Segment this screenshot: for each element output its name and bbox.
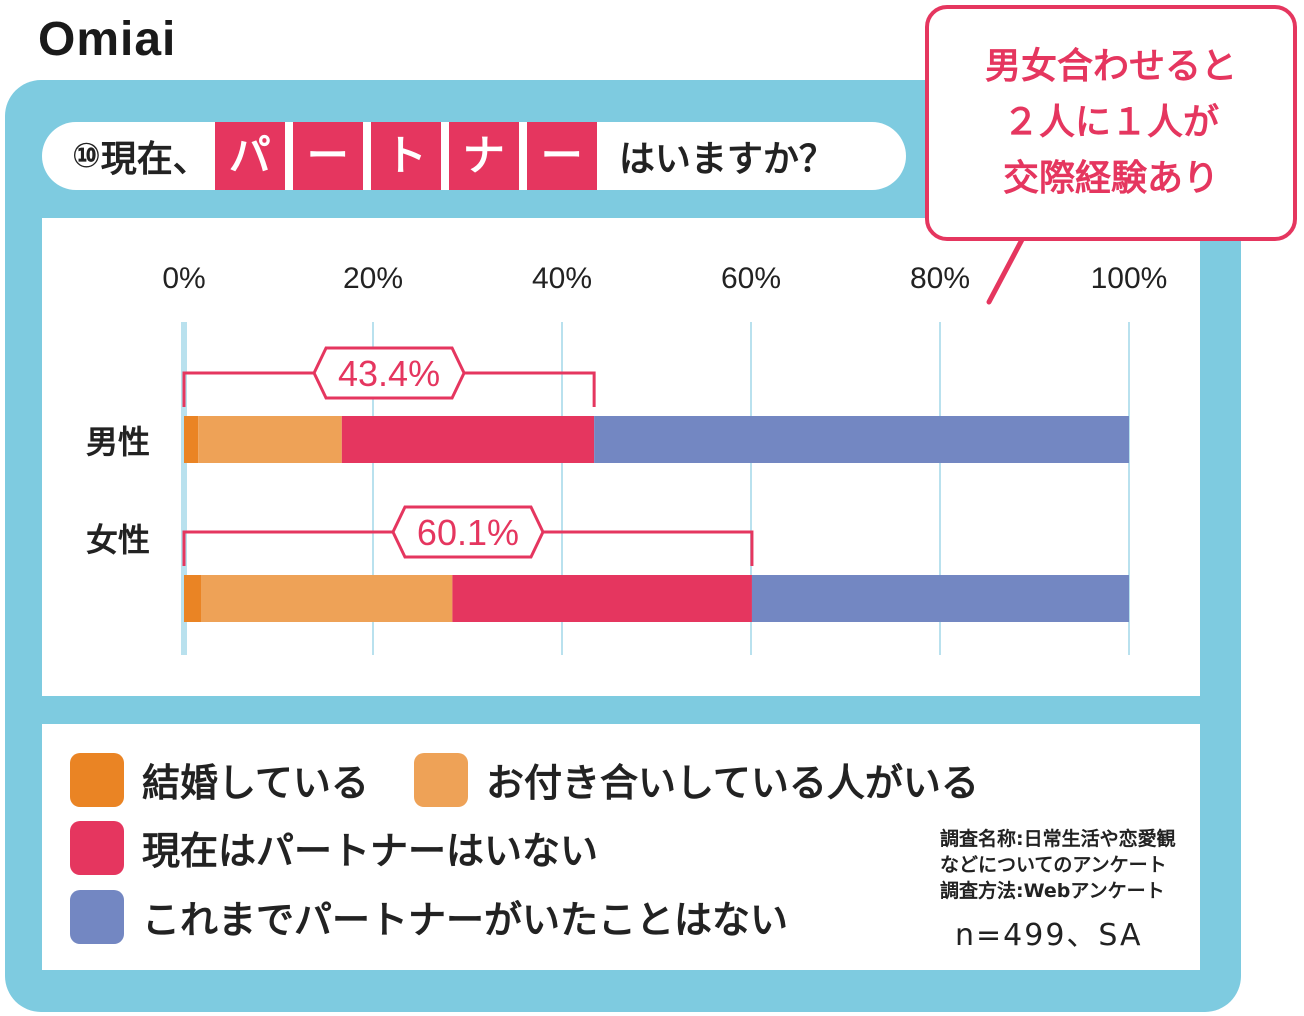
legend-label: 現在はパートナーはいない bbox=[142, 829, 599, 873]
annotation-badge bbox=[312, 346, 466, 400]
bar-segment bbox=[341, 416, 595, 463]
title-highlight-char: パ bbox=[214, 122, 285, 190]
legend-label: 結婚している bbox=[142, 761, 369, 805]
annotation-label: 43.4% bbox=[338, 353, 440, 394]
x-tick-label: 100% bbox=[1091, 262, 1168, 295]
legend-item: 結婚している bbox=[70, 752, 369, 807]
legend: 結婚している お付き合いしている人がいる 現在はパートナーはいない これまでパー… bbox=[42, 724, 1200, 970]
legend-label: これまでパートナーがいたことはない bbox=[142, 898, 789, 942]
bar-segment bbox=[594, 416, 1129, 463]
note-line: 調査方法:Webアンケート bbox=[940, 880, 1165, 902]
title-highlight-char: ナ bbox=[448, 122, 519, 190]
title-prefix: 現在、 bbox=[100, 139, 209, 180]
question-number: ⑩ bbox=[72, 136, 101, 176]
x-tick-label: 80% bbox=[910, 262, 970, 295]
annotation-badge bbox=[391, 505, 545, 559]
omiai-logo: Omiai bbox=[38, 13, 177, 66]
title-highlight-char: ー bbox=[526, 122, 597, 190]
x-tick-label: 0% bbox=[162, 262, 205, 295]
callout-line: 男女合わせると bbox=[984, 46, 1237, 87]
legend-swatch bbox=[414, 752, 468, 807]
legend-swatch bbox=[70, 752, 124, 807]
x-tick-label: 20% bbox=[343, 262, 403, 295]
note-line: などについてのアンケート bbox=[940, 854, 1167, 876]
bar-segment bbox=[201, 575, 453, 622]
category-label: 女性 bbox=[86, 521, 150, 559]
bar-segment bbox=[452, 575, 752, 622]
title-highlight-char: ト bbox=[370, 122, 441, 190]
legend-item: 現在はパートナーはいない bbox=[70, 820, 598, 875]
callout-line: 交際経験あり bbox=[1002, 158, 1219, 199]
question-title: ⑩ 現在、 パ ー ト ナ ー はいますか？ bbox=[42, 122, 906, 190]
title-suffix: はいますか？ bbox=[618, 139, 835, 180]
bar-segment bbox=[184, 575, 202, 622]
legend-swatch bbox=[70, 889, 124, 944]
callout-box: 男女合わせると ２人に１人が 交際経験あり bbox=[925, 5, 1297, 241]
bar-segment bbox=[751, 575, 1129, 622]
x-tick-label: 60% bbox=[721, 262, 781, 295]
bar-segment bbox=[184, 416, 199, 463]
legend-item: お付き合いしている人がいる bbox=[414, 752, 979, 807]
annotation-label: 60.1% bbox=[417, 512, 519, 553]
legend-item: これまでパートナーがいたことはない bbox=[70, 889, 788, 944]
callout-line: ２人に１人が bbox=[1002, 102, 1219, 143]
x-tick-label: 40% bbox=[532, 262, 592, 295]
legend-swatch bbox=[70, 820, 124, 875]
sample-size: n=499、SA bbox=[955, 918, 1143, 953]
category-label: 男性 bbox=[86, 423, 150, 461]
note-line: 調査名称:日常生活や恋愛観 bbox=[940, 828, 1176, 850]
survey-note: 調査名称:日常生活や恋愛観 などについてのアンケート 調査方法:Webアンケート bbox=[940, 826, 1176, 904]
legend-label: お付き合いしている人がいる bbox=[486, 761, 979, 805]
title-highlight-char: ー bbox=[292, 122, 363, 190]
bar-segment bbox=[198, 416, 342, 463]
